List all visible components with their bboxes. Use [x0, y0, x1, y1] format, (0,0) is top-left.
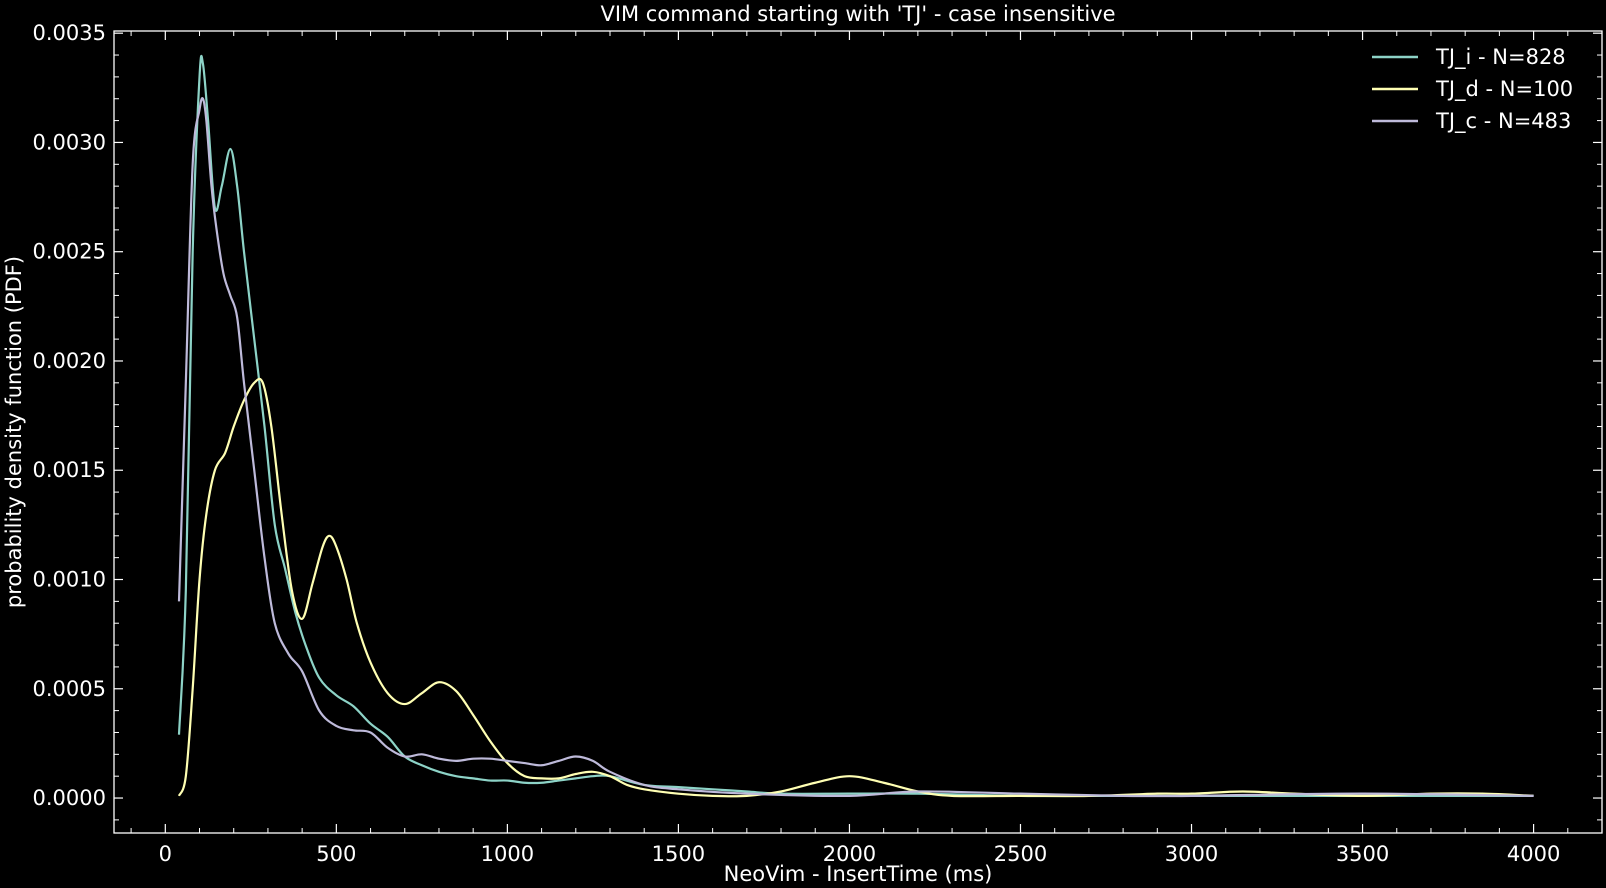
series-line-3 — [177, 97, 1534, 798]
x-tick-label: 4000 — [1507, 842, 1560, 866]
y-tick-label: 0.0005 — [33, 677, 106, 701]
series-line-1 — [177, 54, 1534, 798]
y-tick-label: 0.0020 — [33, 349, 106, 373]
y-tick-label: 0.0015 — [33, 458, 106, 482]
legend: TJ_i - N=828 TJ_d - N=100 TJ_c - N=483 — [1372, 45, 1573, 134]
x-tick-label: 1500 — [652, 842, 705, 866]
y-axis-title: probability density function (PDF) — [2, 256, 26, 608]
y-tick-label: 0.0025 — [33, 240, 106, 264]
x-tick-label: 3000 — [1165, 842, 1218, 866]
series-layer — [177, 54, 1534, 798]
legend-label-2: TJ_d - N=100 — [1435, 77, 1573, 102]
x-tick-label: 3500 — [1336, 842, 1389, 866]
y-tick-label: 0.0035 — [33, 21, 106, 45]
series-line-2 — [177, 377, 1534, 798]
x-tick-label: 2000 — [823, 842, 876, 866]
tick-layer: 0 500 1000 1500 2000 2500 3000 3500 4000 0.0000 0.… — [33, 21, 1603, 866]
x-tick-label: 500 — [316, 842, 356, 866]
x-tick-label: 1000 — [481, 842, 534, 866]
y-tick-label: 0.0030 — [33, 130, 106, 154]
legend-label-1: TJ_i - N=828 — [1435, 45, 1566, 70]
x-axis-title: NeoVim - InsertTime (ms) — [724, 862, 993, 886]
x-tick-label: 0 — [159, 842, 172, 866]
y-tick-label: 0.0000 — [33, 786, 106, 810]
y-tick-label: 0.0010 — [33, 568, 106, 592]
chart-title: VIM command starting with 'TJ' - case in… — [600, 2, 1115, 26]
x-tick-label: 2500 — [994, 842, 1047, 866]
plot-frame — [113, 30, 1603, 834]
legend-label-3: TJ_c - N=483 — [1435, 109, 1571, 134]
